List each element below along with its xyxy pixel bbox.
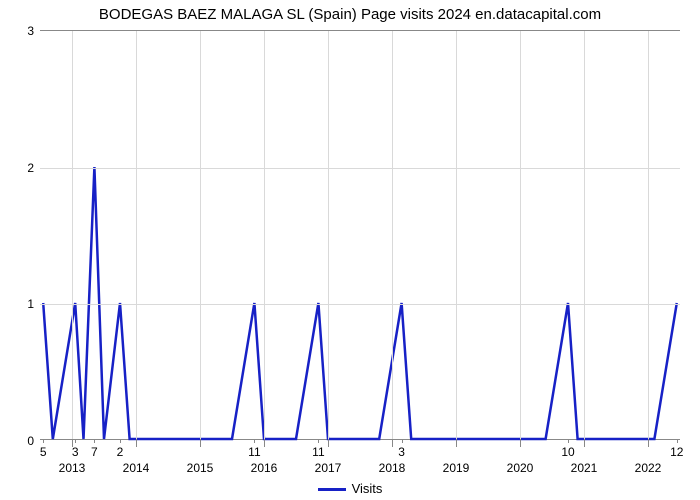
y-tick-label: 2 (27, 161, 34, 175)
x-tick-major (584, 439, 585, 447)
x-tick-minor (120, 439, 121, 443)
x-tick-major-label: 2015 (187, 461, 214, 475)
x-tick-major-label: 2013 (59, 461, 86, 475)
x-tick-major-label: 2022 (635, 461, 662, 475)
x-tick-major (456, 439, 457, 447)
x-tick-minor (254, 439, 255, 443)
x-tick-major (264, 439, 265, 447)
gridline-v (392, 31, 393, 439)
x-tick-minor-label: 2 (117, 445, 124, 459)
x-tick-major (648, 439, 649, 447)
x-tick-major-label: 2017 (315, 461, 342, 475)
chart-title: BODEGAS BAEZ MALAGA SL (Spain) Page visi… (0, 6, 700, 23)
plot-area: 0123201320142015201620172018201920202021… (40, 30, 680, 440)
x-tick-major (136, 439, 137, 447)
x-tick-minor-label: 11 (312, 445, 324, 459)
gridline-v (328, 31, 329, 439)
x-tick-major-label: 2020 (507, 461, 534, 475)
x-tick-major (200, 439, 201, 447)
y-tick-label: 1 (27, 297, 34, 311)
gridline-v (520, 31, 521, 439)
gridline-v (456, 31, 457, 439)
legend: Visits (0, 481, 700, 496)
x-tick-major (520, 439, 521, 447)
x-tick-minor (402, 439, 403, 443)
gridline-v (264, 31, 265, 439)
gridline-v (584, 31, 585, 439)
x-tick-minor-label: 7 (91, 445, 98, 459)
x-tick-minor (75, 439, 76, 443)
x-tick-major-label: 2018 (379, 461, 406, 475)
x-tick-minor-label: 11 (248, 445, 260, 459)
x-tick-major-label: 2014 (123, 461, 150, 475)
x-tick-major-label: 2016 (251, 461, 278, 475)
y-tick-label: 3 (27, 24, 34, 38)
x-tick-minor (43, 439, 44, 443)
gridline-v (648, 31, 649, 439)
chart-container: BODEGAS BAEZ MALAGA SL (Spain) Page visi… (0, 0, 700, 500)
x-tick-minor (677, 439, 678, 443)
gridline-v (72, 31, 73, 439)
x-tick-minor-label: 3 (72, 445, 79, 459)
x-tick-minor (318, 439, 319, 443)
x-tick-major (392, 439, 393, 447)
x-tick-minor-label: 5 (40, 445, 47, 459)
x-tick-minor-label: 3 (398, 445, 405, 459)
x-tick-minor-label: 12 (670, 445, 683, 459)
legend-label: Visits (352, 481, 383, 496)
y-tick-label: 0 (27, 434, 34, 448)
x-tick-minor (568, 439, 569, 443)
gridline-v (200, 31, 201, 439)
x-tick-major (328, 439, 329, 447)
x-tick-major-label: 2021 (571, 461, 598, 475)
visits-line (43, 167, 677, 439)
x-tick-minor (94, 439, 95, 443)
gridline-v (136, 31, 137, 439)
legend-line-icon (318, 488, 346, 491)
x-tick-major-label: 2019 (443, 461, 470, 475)
x-tick-minor-label: 10 (561, 445, 574, 459)
